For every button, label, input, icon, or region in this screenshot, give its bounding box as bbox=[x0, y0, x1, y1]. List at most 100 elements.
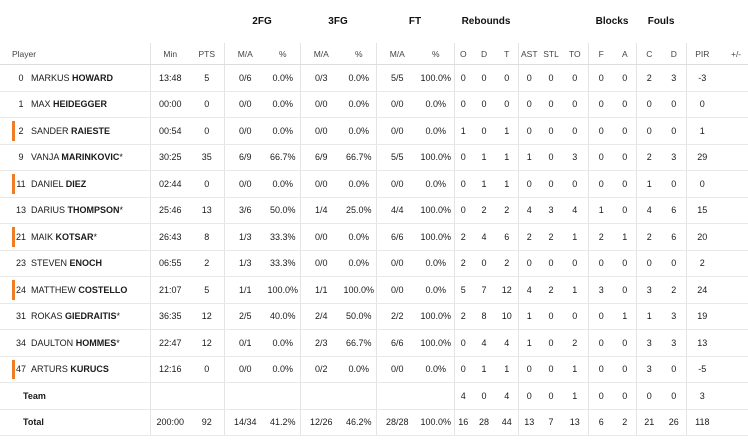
cell-min bbox=[150, 382, 190, 410]
highlight-marker bbox=[12, 121, 15, 141]
cell-blk-a: 0 bbox=[614, 250, 637, 277]
player-row[interactable]: 21 MAIK KOTSAR* 26:43 8 1/3 33.3% 0/0 0.0% 6/6 10… bbox=[0, 223, 748, 251]
cell-ft-ma: 6/6 bbox=[376, 329, 419, 357]
player-name-cell[interactable]: 23 STEVEN ENOCH bbox=[0, 250, 151, 277]
col-reb-t[interactable]: T bbox=[496, 43, 519, 65]
group-spacer-2 bbox=[518, 0, 588, 43]
player-row[interactable]: 11 DANIEL DIEZ 02:44 0 0/0 0.0% 0/0 0.0% 0/0 0.0%… bbox=[0, 170, 748, 198]
col-blk-a[interactable]: A bbox=[614, 43, 637, 65]
player-name-cell[interactable]: 11 DANIEL DIEZ bbox=[0, 170, 151, 198]
cell-to: 1 bbox=[562, 356, 589, 383]
cell-2fg-ma: 0/1 bbox=[224, 329, 266, 357]
cell-to: 0 bbox=[562, 64, 589, 92]
starter-mark: * bbox=[119, 205, 124, 216]
player-name-cell[interactable]: 2 SANDER RAIESTE bbox=[0, 117, 151, 145]
cell-stl: 0 bbox=[540, 356, 563, 383]
cell-foul-d: 2 bbox=[662, 276, 687, 304]
highlight-marker bbox=[12, 280, 15, 300]
cell-blk-a: 0 bbox=[614, 91, 637, 118]
first-name: MARKUS bbox=[31, 72, 70, 83]
cell-blk-a: 2 bbox=[614, 409, 637, 436]
col-plus-minus[interactable]: +/- bbox=[718, 43, 748, 65]
last-name: COSTELLO bbox=[78, 284, 128, 295]
cell-2fg-pct: 0.0% bbox=[266, 117, 301, 145]
player-row[interactable]: 0 MARKUS HOWARD 13:48 5 0/6 0.0% 0/3 0.0% 5/5 100… bbox=[0, 64, 748, 92]
player-row[interactable]: 47 ARTURS KURUCS 12:16 0 0/0 0.0% 0/2 0.0% 0/0 0.… bbox=[0, 356, 748, 383]
col-3fg-pct[interactable]: % bbox=[342, 43, 377, 65]
cell-2fg-ma: 0/0 bbox=[224, 91, 266, 118]
cell-reb-o: 1 bbox=[454, 117, 473, 145]
col-ast[interactable]: AST bbox=[518, 43, 541, 65]
player-row[interactable]: 1 MAX HEIDEGGER 00:00 0 0/0 0.0% 0/0 0.0% 0/0 0.0… bbox=[0, 91, 748, 118]
col-reb-o[interactable]: O bbox=[454, 43, 473, 65]
player-row[interactable]: 13 DARIUS THOMPSON* 25:46 13 3/6 50.0% 1/4 25.0… bbox=[0, 197, 748, 224]
col-foul-d[interactable]: D bbox=[662, 43, 687, 65]
cell-stl: 0 bbox=[540, 144, 563, 171]
cell-min: 21:07 bbox=[150, 276, 190, 304]
col-stl[interactable]: STL bbox=[540, 43, 563, 65]
starter-mark: * bbox=[93, 231, 98, 242]
cell-ast: 1 bbox=[518, 303, 541, 330]
cell-3fg-pct: 0.0% bbox=[342, 170, 377, 198]
col-ft-ma[interactable]: M/A bbox=[376, 43, 419, 65]
player-name-cell[interactable]: 0 MARKUS HOWARD bbox=[0, 64, 151, 92]
cell-pir: -3 bbox=[686, 64, 719, 92]
cell-to: 1 bbox=[562, 223, 589, 251]
cell-2fg-ma: 6/9 bbox=[224, 144, 266, 171]
col-2fg-ma[interactable]: M/A bbox=[224, 43, 266, 65]
col-min[interactable]: Min bbox=[150, 43, 190, 65]
col-reb-d[interactable]: D bbox=[472, 43, 497, 65]
player-name-cell[interactable]: 34 DAULTON HOMMES* bbox=[0, 329, 151, 357]
player-name-cell[interactable]: 9 VANJA MARINKOVIC* bbox=[0, 144, 151, 171]
cell-ft-pct: 0.0% bbox=[418, 91, 455, 118]
cell-to: 0 bbox=[562, 91, 589, 118]
cell-blk-f: 3 bbox=[588, 276, 615, 304]
player-row[interactable]: 24 MATTHEW COSTELLO 21:07 5 1/1 100.0% 1/1 100.… bbox=[0, 276, 748, 304]
player-row[interactable]: 34 DAULTON HOMMES* 22:47 12 0/1 0.0% 2/3 66.7% 6… bbox=[0, 329, 748, 357]
cell-ast: 4 bbox=[518, 197, 541, 224]
col-blk-f[interactable]: F bbox=[588, 43, 615, 65]
cell-foul-d: 0 bbox=[662, 356, 687, 383]
cell-plus-minus bbox=[718, 409, 748, 436]
col-pir[interactable]: PIR bbox=[686, 43, 719, 65]
player-row[interactable]: 23 STEVEN ENOCH 06:55 2 1/3 33.3% 0/0 0.0% 0/0 0.… bbox=[0, 250, 748, 277]
col-3fg-ma[interactable]: M/A bbox=[300, 43, 343, 65]
col-pts[interactable]: PTS bbox=[190, 43, 225, 65]
cell-2fg-ma: 14/34 bbox=[224, 409, 266, 436]
starter-mark: * bbox=[116, 337, 120, 348]
group-ft: FT bbox=[408, 16, 422, 27]
player-row[interactable]: 31 ROKAS GIEDRAITIS* 36:35 12 2/5 40.0% 2/4 50.… bbox=[0, 303, 748, 330]
first-name: VANJA bbox=[31, 152, 59, 163]
first-name: MAX bbox=[31, 99, 51, 110]
col-to[interactable]: TO bbox=[562, 43, 589, 65]
cell-reb-d: 1 bbox=[472, 170, 497, 198]
col-ft-pct[interactable]: % bbox=[418, 43, 455, 65]
highlight-marker bbox=[12, 359, 15, 379]
col-foul-c[interactable]: C bbox=[636, 43, 663, 65]
cell-2fg-pct: 0.0% bbox=[266, 64, 301, 92]
col-2fg-pct[interactable]: % bbox=[266, 43, 301, 65]
cell-ft-pct: 100.0% bbox=[418, 144, 455, 171]
player-name-cell[interactable]: 47 ARTURS KURUCS bbox=[0, 356, 151, 383]
cell-ast: 0 bbox=[518, 117, 541, 145]
player-name-cell[interactable]: 13 DARIUS THOMPSON* bbox=[0, 197, 151, 224]
cell-plus-minus bbox=[718, 64, 748, 92]
last-name: HEIDEGGER bbox=[53, 99, 108, 110]
player-name-cell[interactable]: 24 MATTHEW COSTELLO bbox=[0, 276, 151, 304]
player-row[interactable]: 9 VANJA MARINKOVIC* 30:25 35 6/9 66.7% 6/9 66.7… bbox=[0, 144, 748, 171]
cell-ast: 0 bbox=[518, 64, 541, 92]
total-label: Total bbox=[0, 409, 151, 436]
player-name-cell[interactable]: 1 MAX HEIDEGGER bbox=[0, 91, 151, 118]
cell-pts: 35 bbox=[190, 144, 225, 171]
first-name: MAIK bbox=[31, 231, 54, 242]
player-name-cell[interactable]: 31 ROKAS GIEDRAITIS* bbox=[0, 303, 151, 330]
player-name-cell[interactable]: 21 MAIK KOTSAR* bbox=[0, 223, 151, 251]
cell-min: 13:48 bbox=[150, 64, 190, 92]
cell-2fg-pct: 0.0% bbox=[266, 329, 301, 357]
player-row[interactable]: 2 SANDER RAIESTE 00:54 0 0/0 0.0% 0/0 0.0% 0/0 0.… bbox=[0, 117, 748, 145]
cell-pts: 8 bbox=[190, 223, 225, 251]
first-name: MATTHEW bbox=[31, 284, 76, 295]
col-player[interactable]: Player bbox=[0, 43, 151, 65]
cell-plus-minus bbox=[718, 303, 748, 330]
cell-ft-ma: 28/28 bbox=[376, 409, 419, 436]
